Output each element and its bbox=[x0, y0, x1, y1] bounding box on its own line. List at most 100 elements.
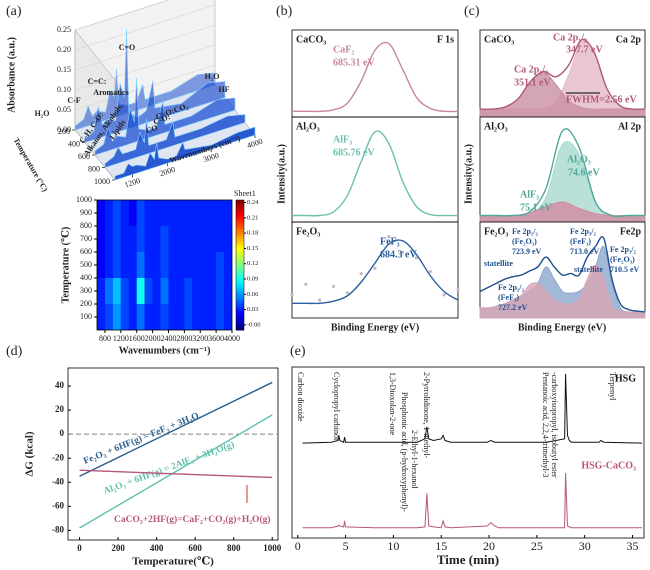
colorbar-step bbox=[236, 274, 244, 279]
heat-cell bbox=[184, 278, 193, 304]
heat-cell bbox=[152, 200, 161, 226]
peak-annotation: -carboxyisopropyl, isobutyl ester bbox=[550, 372, 559, 478]
core-level: Ca 2p bbox=[616, 34, 642, 45]
sample-label: CaCO₃ bbox=[484, 34, 514, 45]
x-axis-title: Time (min) bbox=[437, 552, 499, 567]
panel-label: (e) bbox=[290, 344, 306, 359]
heat-cell bbox=[216, 278, 225, 304]
heat-cell bbox=[224, 200, 232, 226]
x-tick-label: 5 bbox=[343, 539, 349, 553]
heat-cell bbox=[112, 252, 121, 278]
series-line bbox=[79, 381, 273, 477]
colorbar-step bbox=[236, 284, 244, 289]
heat-cell bbox=[216, 226, 225, 252]
colorbar-tick-label: 0.18 bbox=[247, 230, 258, 237]
panel-label: (a) bbox=[6, 4, 22, 19]
peak-label: FWHM=2.56 eV bbox=[566, 94, 637, 105]
colorbar-tick-label: 0.24 bbox=[247, 199, 259, 206]
annotation: C=C: bbox=[88, 77, 107, 86]
x-tick-label: 800 bbox=[99, 334, 111, 343]
peak-label: 351.1 eV bbox=[514, 77, 551, 88]
heat-cell bbox=[144, 226, 153, 252]
x-tick-label: 3200 bbox=[192, 334, 208, 343]
peak-label: statellite bbox=[574, 265, 603, 274]
peak-label: 684.3 eV bbox=[380, 249, 417, 260]
colorbar-frame bbox=[235, 199, 245, 331]
heat-cell bbox=[224, 252, 232, 278]
colorbar-step bbox=[236, 258, 244, 263]
x-tick-label: 10 bbox=[387, 539, 399, 553]
heat-cell bbox=[208, 200, 217, 226]
x-tick-label: 200 bbox=[111, 543, 125, 553]
y-tick-label: 600 bbox=[80, 247, 92, 256]
data-point bbox=[442, 293, 446, 297]
heat-cell bbox=[104, 200, 113, 226]
x-tick-label: 1600 bbox=[129, 334, 145, 343]
colorbar-step bbox=[236, 216, 244, 220]
heat-cell bbox=[112, 278, 121, 304]
annotation: C=O bbox=[119, 43, 136, 52]
y-tick-label: 1000 bbox=[76, 195, 92, 204]
heat-cell bbox=[120, 252, 129, 278]
heat-cell bbox=[136, 252, 145, 278]
peak-label: Ca 2p₁/₂ bbox=[514, 64, 548, 75]
y-tick-label: 800 bbox=[88, 164, 100, 173]
annotation: Aromatics bbox=[93, 88, 128, 97]
x-tick-label: 2400 bbox=[160, 334, 176, 343]
x-tick-label: 35 bbox=[627, 539, 639, 553]
annotation: CO bbox=[145, 123, 159, 136]
colorbar-step bbox=[236, 248, 244, 253]
heat-cell bbox=[136, 304, 145, 330]
colorbar-step bbox=[236, 278, 244, 282]
plot-frame bbox=[291, 366, 645, 539]
x-tick-label: 1000 bbox=[263, 543, 282, 553]
y-tick-label: 600 bbox=[78, 152, 90, 161]
heat-cell bbox=[120, 304, 129, 330]
heat-cell bbox=[168, 278, 177, 304]
peak-label: Ca 2p₁/₂ bbox=[553, 32, 587, 43]
y-tick-label: 200 bbox=[58, 127, 70, 136]
colorbar-step bbox=[236, 300, 244, 305]
x-tick-label: 2000 bbox=[145, 334, 161, 343]
colorbar-step bbox=[236, 317, 244, 321]
sample-label: Al₂O₃ bbox=[484, 121, 508, 132]
heat-cell bbox=[136, 278, 145, 304]
x-tick-label: 20 bbox=[483, 539, 495, 553]
peak-annotation: Pentanoic acid, 2,2,4-trimethyl-3 bbox=[541, 372, 550, 478]
heat-cell bbox=[97, 252, 105, 278]
data-point bbox=[414, 256, 419, 260]
x-tick-label: 0 bbox=[77, 543, 82, 553]
annotation: C-F bbox=[67, 96, 80, 105]
colorbar-step bbox=[236, 239, 244, 243]
x-tick-label: 2800 bbox=[176, 334, 192, 343]
peak-label: (Fe₂O₃) bbox=[512, 237, 537, 246]
colorbar-step bbox=[236, 203, 244, 207]
heat-cell bbox=[136, 200, 145, 226]
heat-cell bbox=[128, 200, 137, 226]
colorbar-step bbox=[236, 219, 244, 224]
x-tick-label: 800 bbox=[227, 543, 241, 553]
heat-cell bbox=[208, 278, 217, 304]
heat-cell bbox=[104, 252, 113, 278]
y-tick-label: 400 bbox=[80, 273, 92, 282]
grid-line bbox=[74, 44, 216, 91]
heat-cell bbox=[176, 252, 185, 278]
heat-cell bbox=[184, 304, 193, 330]
colorbar-step bbox=[236, 307, 244, 311]
data-point bbox=[318, 298, 322, 302]
heat-cell bbox=[200, 252, 209, 278]
heat-cell bbox=[120, 200, 129, 226]
peak-label: Fe 2p₁/₂ bbox=[498, 283, 525, 292]
peak-label: 75.1 eV bbox=[520, 202, 552, 213]
heat-cell bbox=[144, 200, 153, 226]
colorbar-tick-label: -0.00 bbox=[247, 321, 261, 328]
y-tick-label: 100 bbox=[80, 312, 92, 321]
y-tick-label: -80 bbox=[52, 524, 64, 534]
colorbar-step bbox=[236, 271, 244, 276]
colorbar-step bbox=[236, 235, 244, 240]
heat-cell bbox=[152, 304, 161, 330]
colorbar-tick-label: 0.09 bbox=[247, 276, 258, 283]
fit-envelope bbox=[479, 38, 646, 111]
data-point bbox=[290, 293, 294, 297]
peak-label: 723.9 eV bbox=[512, 247, 542, 256]
